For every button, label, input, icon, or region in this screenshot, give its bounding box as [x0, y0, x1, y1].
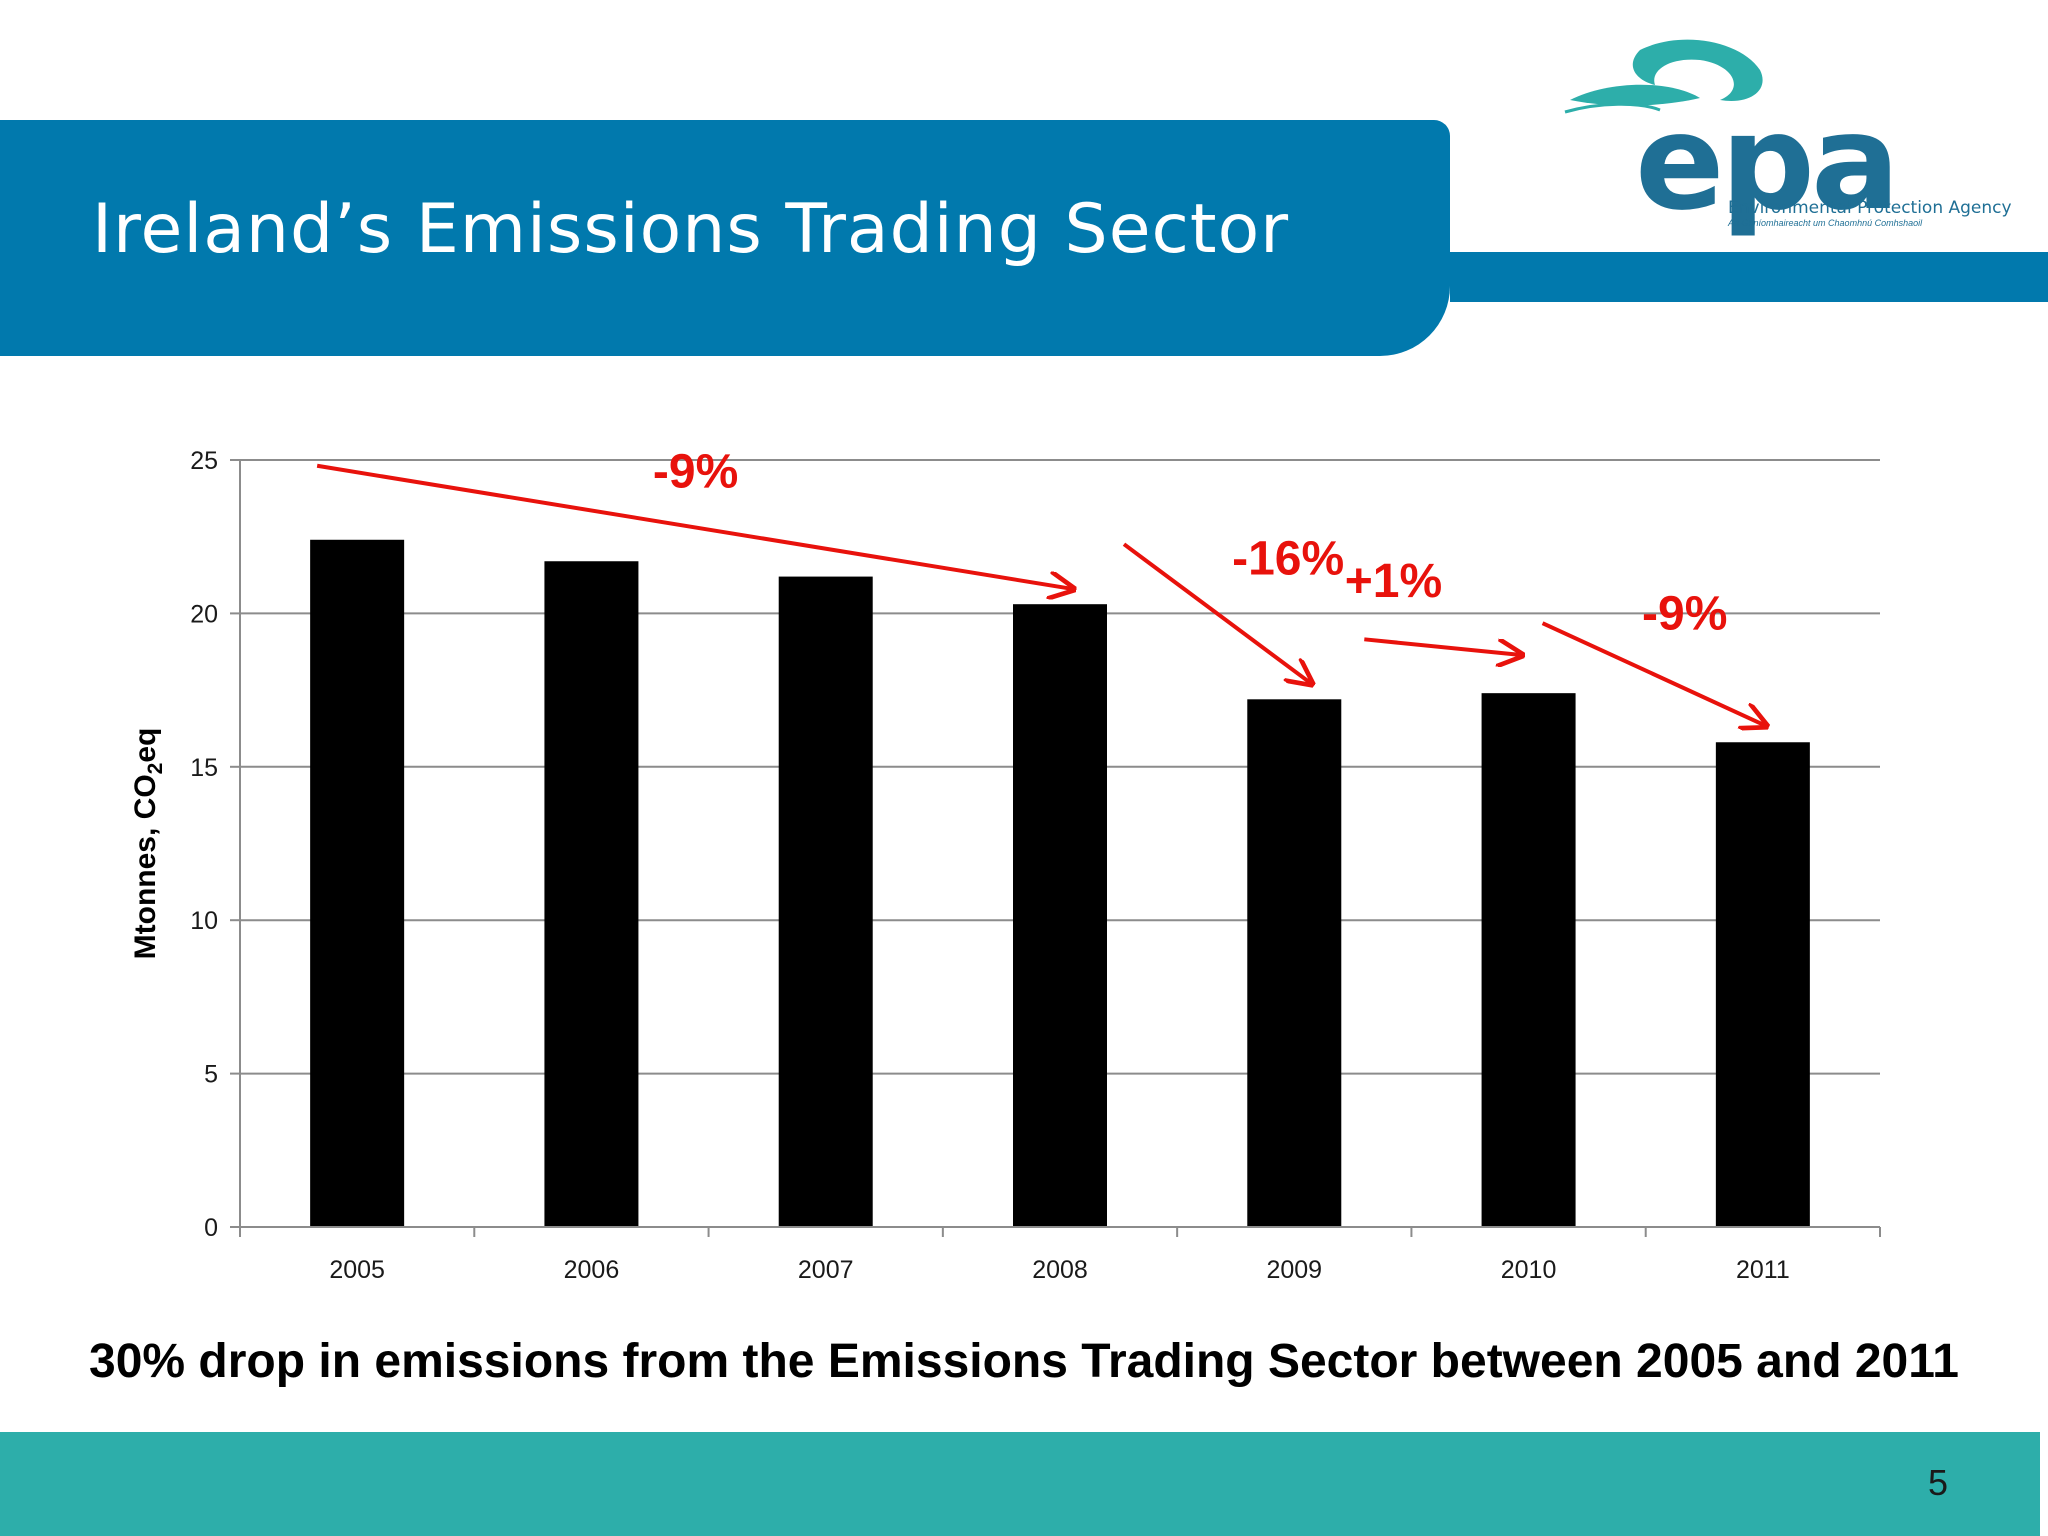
x-tick-label: 2007 [798, 1256, 854, 1284]
logo-subtitle-irish: An Ghníomhaireacht um Chaomhnú Comhshaoi… [1728, 218, 1923, 228]
x-tick-label: 2005 [329, 1256, 385, 1284]
title-band [0, 120, 1450, 356]
logo-subtitle: Environmental Protection Agency [1728, 198, 2012, 218]
x-tick-label: 2006 [564, 1256, 620, 1284]
change-arrow [1364, 637, 1522, 655]
chart-caption: 30% drop in emissions from the Emissions… [89, 1335, 1959, 1388]
change-arrow [1122, 542, 1312, 684]
y-tick-label: 5 [204, 1061, 218, 1089]
bar-2010 [1481, 693, 1576, 1227]
y-tick-label: 20 [190, 600, 218, 628]
change-arrow [1541, 621, 1767, 726]
bar-2011 [1715, 742, 1810, 1227]
x-tick-label: 2009 [1266, 1256, 1322, 1284]
bar-2006 [544, 561, 639, 1227]
change-label: -9% [653, 445, 738, 498]
x-tick-label: 2010 [1501, 1256, 1557, 1284]
y-tick-label: 10 [190, 907, 218, 935]
bar-2007 [778, 576, 873, 1227]
y-axis-label: Mtonnes, CO2eq [129, 728, 167, 960]
slide-title: Ireland’s Emissions Trading Sector [92, 190, 1290, 269]
epa-leaf-logo-icon [1564, 39, 1763, 114]
x-tick-label: 2011 [1736, 1256, 1790, 1284]
x-tick-label: 2008 [1032, 1256, 1088, 1284]
y-tick-label: 25 [190, 447, 218, 475]
change-label: +1% [1345, 555, 1442, 608]
change-label: -9% [1642, 588, 1727, 641]
bar-2009 [1247, 699, 1342, 1227]
change-arrow [316, 463, 1074, 589]
title-stripe [1450, 252, 2048, 302]
y-tick-label: 0 [204, 1214, 218, 1242]
bar-2008 [1013, 604, 1107, 1227]
emissions-bar-chart: 0 5 10 15 20 25 2005 2006 2007 2008 2009 2010 2011 Mt… [129, 445, 1881, 1284]
logo-wordmark: epa [1635, 86, 1900, 240]
slide-number: 5 [1928, 1462, 1949, 1503]
bar-2005 [310, 539, 405, 1227]
y-tick-label: 15 [190, 754, 218, 782]
change-label: -16% [1232, 532, 1344, 585]
footer-band [0, 1432, 2040, 1536]
